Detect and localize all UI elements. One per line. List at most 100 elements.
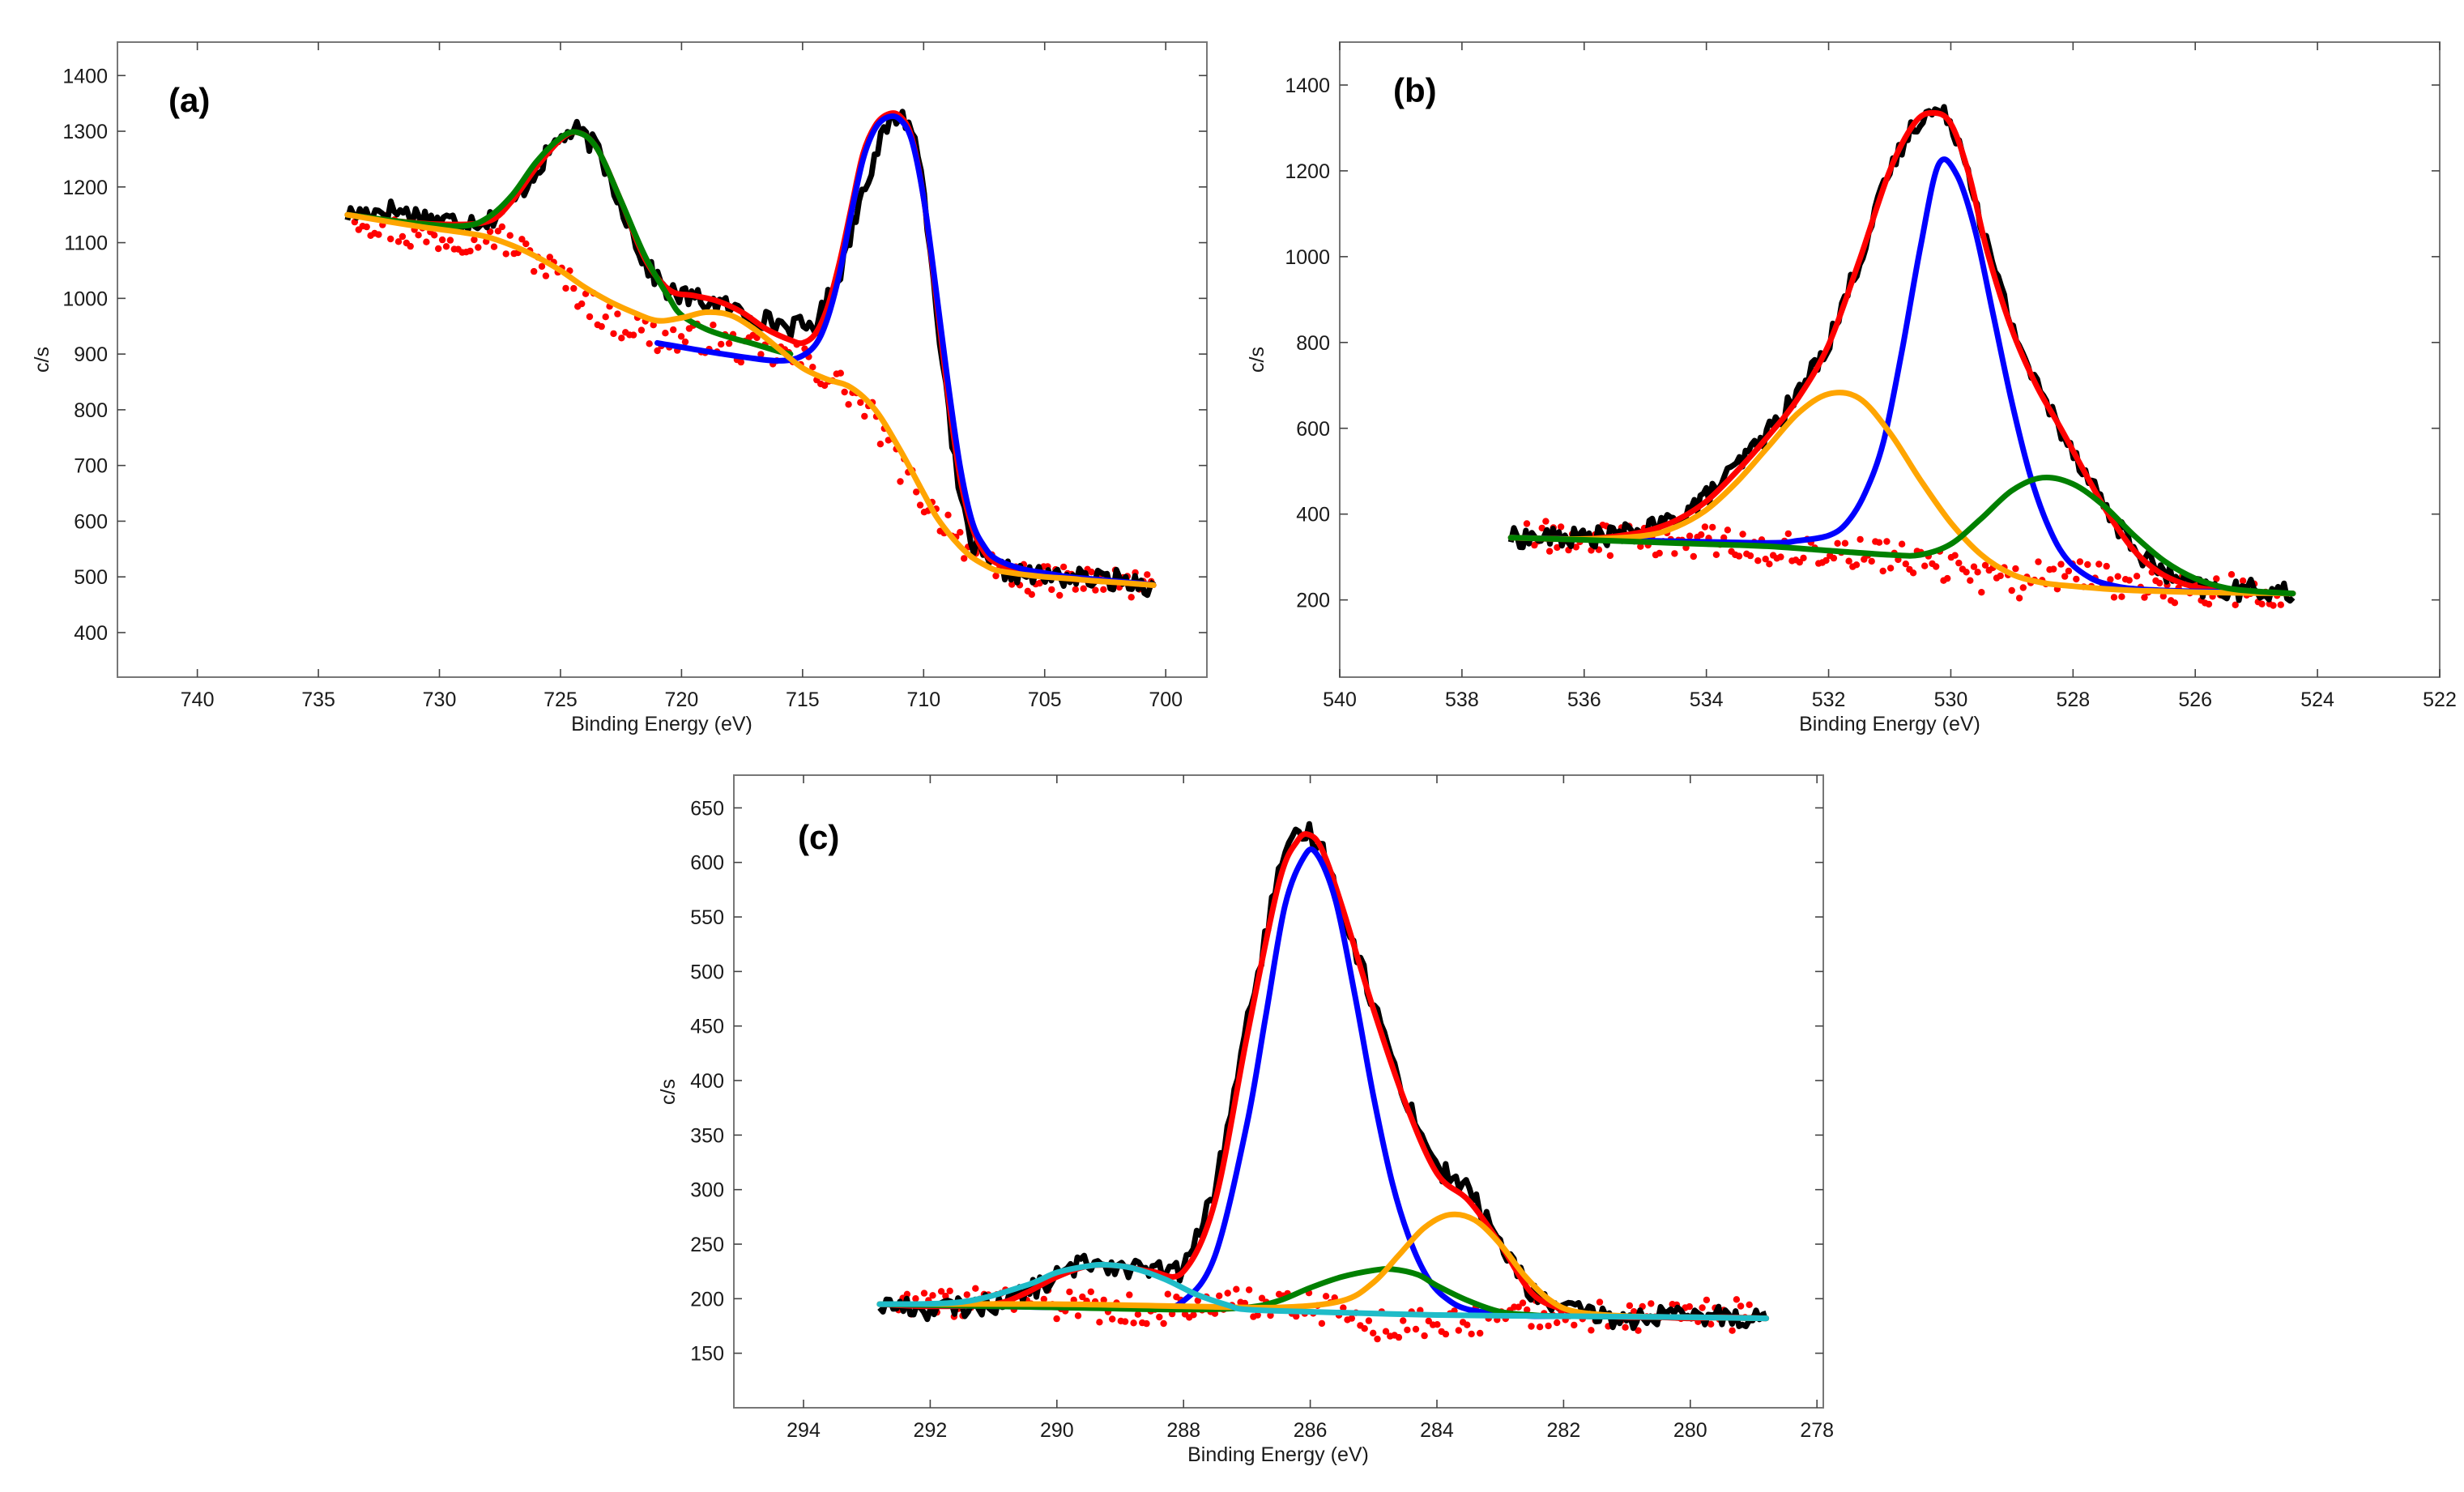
residual-point — [1698, 531, 1705, 539]
residual-point — [1088, 569, 1095, 576]
residual-point — [1092, 586, 1099, 594]
residual-point — [972, 1285, 979, 1292]
panel-b-x-tick-label: 534 — [1690, 688, 1724, 711]
residual-point — [1898, 540, 1906, 548]
residual-point — [1160, 1319, 1167, 1328]
residual-point — [646, 340, 653, 347]
residual-point — [1087, 1288, 1095, 1296]
residual-point — [2073, 575, 2080, 583]
panel-a-x-axis-title: Binding Energy (eV) — [571, 713, 752, 735]
residual-point — [725, 339, 733, 347]
panel-b-x-axis-title: Binding Energy (eV) — [1799, 713, 1980, 735]
panel-b-x-tick-label: 528 — [2056, 688, 2090, 711]
residual-point — [1852, 561, 1861, 569]
panel-c-x-tick-label: 282 — [1547, 1419, 1581, 1442]
panel-b-x-tick-label: 540 — [1323, 688, 1357, 711]
residual-point — [2012, 565, 2019, 573]
residual-point — [570, 284, 578, 292]
residual-point — [1701, 523, 1709, 531]
panel-a-y-tick-label: 900 — [74, 343, 108, 366]
panel-c-y-tick-label: 350 — [690, 1124, 724, 1147]
residual-point — [753, 334, 761, 342]
residual-point — [490, 243, 498, 250]
residual-point — [586, 313, 594, 321]
panel-b-x-tick-label: 538 — [1445, 688, 1479, 711]
panel-b-plot-frame — [1339, 41, 2441, 678]
residual-point — [598, 322, 605, 330]
residual-point — [1841, 539, 1849, 547]
residual-point — [446, 237, 454, 244]
residual-point — [423, 238, 430, 245]
panel-c-y-tick-label: 300 — [690, 1179, 724, 1202]
residual-point — [1382, 1328, 1390, 1335]
residual-point — [2057, 561, 2065, 568]
residual-point — [2114, 573, 2121, 580]
panel-a-x-tick-label: 700 — [1149, 688, 1183, 711]
residual-point — [929, 1292, 936, 1299]
panel-a-y-tick-label: 500 — [74, 566, 108, 589]
residual-point — [2103, 562, 2110, 570]
residual-point — [1739, 531, 1746, 538]
residual-point — [1395, 1333, 1403, 1341]
residual-point — [1766, 561, 1773, 568]
residual-point — [1777, 553, 1784, 561]
panel-c-x-tick-label: 294 — [787, 1419, 821, 1442]
residual-point — [518, 236, 526, 243]
residual-point — [475, 244, 482, 251]
residual-point — [681, 338, 689, 346]
residual-point — [718, 340, 725, 348]
panel-c-x-tick-label: 280 — [1673, 1419, 1707, 1442]
residual-point — [1656, 549, 1663, 557]
residual-point — [946, 1287, 953, 1295]
residual-point — [1735, 552, 1743, 560]
residual-point — [1143, 1319, 1150, 1328]
residual-point — [1361, 1325, 1368, 1332]
residual-point — [1762, 556, 1769, 563]
panel-c-y-tick-label: 400 — [690, 1070, 724, 1093]
residual-point — [1981, 561, 1989, 569]
residual-point — [618, 335, 625, 342]
residual-point — [399, 232, 407, 241]
panel-b-y-tick-label: 1400 — [1285, 75, 1330, 97]
residual-point — [677, 333, 685, 340]
panel-a-series-component-3-orange-line — [344, 211, 1157, 588]
panel-a-x-tick-label: 725 — [544, 688, 578, 711]
residual-point — [957, 529, 964, 536]
residual-point — [467, 247, 474, 255]
residual-point — [1746, 1301, 1753, 1309]
residual-point — [1800, 554, 1807, 562]
panel-b-x-tick-label: 524 — [2300, 688, 2334, 711]
panel-b-series-envelope-line — [1507, 109, 2296, 597]
residual-point — [1671, 550, 1678, 557]
panel-a-y-tick-label: 700 — [74, 455, 108, 478]
residual-point — [1194, 1297, 1202, 1304]
panel-c-y-tick-label: 600 — [690, 852, 724, 875]
residual-point — [2156, 579, 2163, 587]
residual-point — [1554, 1319, 1561, 1327]
residual-point — [1134, 1311, 1142, 1318]
residual-point — [538, 262, 546, 271]
residual-point — [1267, 1311, 1274, 1319]
panel-a-y-tick-label: 1300 — [62, 121, 108, 143]
residual-point — [1370, 1329, 1377, 1337]
panel-c-axes: 294 292 290 288 286 284 282 280 278 150 200 250 300 3… — [690, 775, 1834, 1442]
residual-point — [387, 235, 394, 243]
panel-b-x-tick-label: 522 — [2423, 688, 2457, 711]
residual-point — [562, 284, 569, 292]
residual-point — [1963, 569, 1970, 576]
panel-c-chart: Binding Energy (eV) c/s 294 292 290 288 286 2… — [657, 774, 1834, 1466]
residual-point — [2035, 558, 2042, 565]
residual-point — [1834, 539, 1841, 547]
residual-point — [992, 572, 1000, 580]
residual-point — [1318, 1319, 1326, 1328]
residual-point — [629, 331, 637, 339]
residual-point — [1606, 552, 1614, 560]
residual-point — [502, 250, 509, 258]
residual-point — [1254, 1311, 1261, 1319]
residual-point — [1121, 1318, 1129, 1325]
panel-b-y-tick-label: 200 — [1296, 590, 1330, 612]
residual-point — [1528, 1323, 1535, 1330]
panel-c-x-tick-label: 290 — [1040, 1419, 1074, 1442]
residual-point — [1080, 585, 1087, 592]
residual-point — [861, 412, 868, 420]
